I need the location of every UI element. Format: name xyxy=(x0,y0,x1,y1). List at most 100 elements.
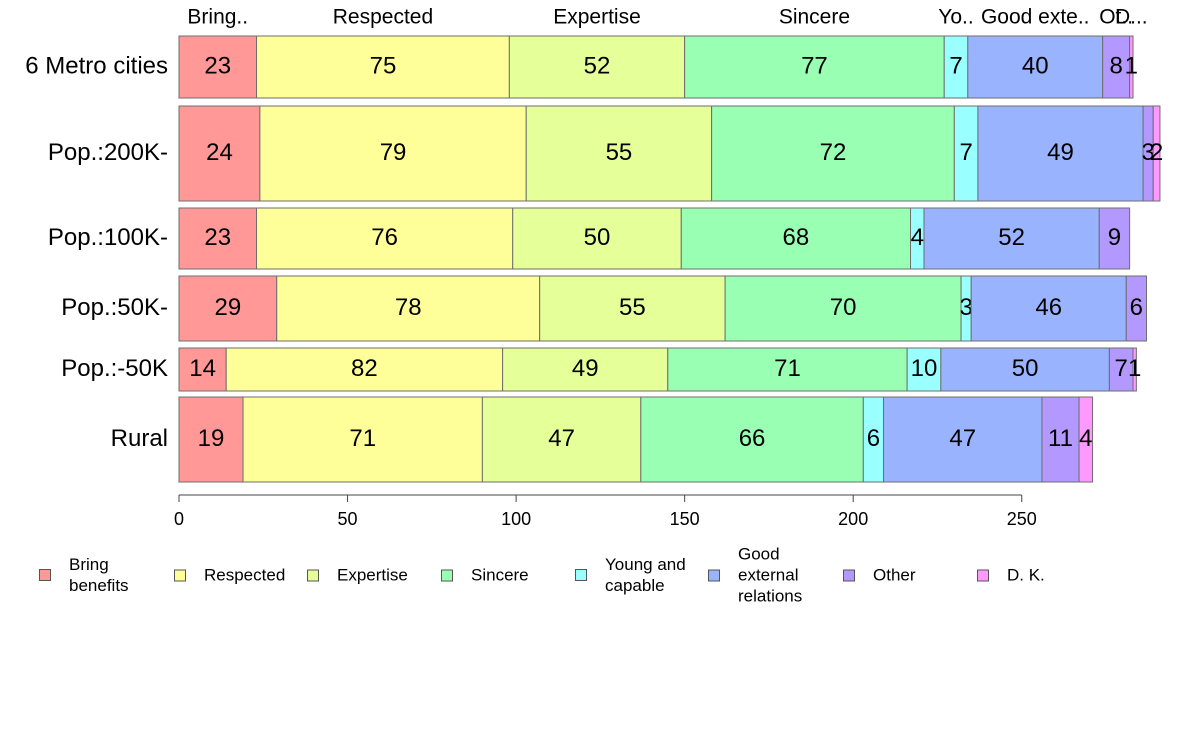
data-label: 9 xyxy=(1108,224,1121,251)
x-tick-label: 0 xyxy=(174,509,184,529)
bar-segment xyxy=(1125,275,1147,342)
data-label: 49 xyxy=(572,355,599,382)
stacked-bar-plot: Bring.. Respected Expertise Sincere Yo.. Good… xyxy=(25,6,1163,529)
data-label: 75 xyxy=(370,52,397,79)
data-label: 50 xyxy=(1012,355,1039,382)
category-label: Rural xyxy=(111,425,168,452)
legend-item: Expertise xyxy=(307,565,408,586)
data-label: 4 xyxy=(911,224,924,251)
data-label: 10 xyxy=(911,355,938,382)
data-label: 2 xyxy=(1150,139,1163,166)
data-label: 29 xyxy=(215,294,242,321)
legend-item: Young and capable xyxy=(575,554,686,596)
data-label: 76 xyxy=(371,224,398,251)
x-tick-label: 250 xyxy=(1007,509,1037,529)
bar-segment xyxy=(256,35,510,99)
category-label: 6 Metro cities xyxy=(25,52,168,79)
data-label: 3 xyxy=(1141,139,1154,166)
bar-segment xyxy=(178,396,244,483)
x-tick-label: 100 xyxy=(501,509,531,529)
legend-label: Good external relations xyxy=(738,544,803,606)
data-label: 8 xyxy=(1109,52,1122,79)
data-label: 70 xyxy=(830,294,857,321)
bar-segment xyxy=(276,275,541,342)
legend-swatch xyxy=(843,569,855,581)
bar-segment xyxy=(259,105,527,202)
category-label: Pop.:100K- xyxy=(48,224,168,251)
data-label: 47 xyxy=(949,425,976,452)
data-label: 3 xyxy=(959,294,972,321)
bar-segment xyxy=(940,347,1110,392)
legend-label: Other xyxy=(873,565,916,585)
legend-item: Bring benefits xyxy=(39,554,129,596)
legend-item: Other xyxy=(843,565,916,586)
bar-segment xyxy=(970,275,1127,342)
data-label: 49 xyxy=(1047,139,1074,166)
column-label: Yo.. xyxy=(938,6,973,29)
legend-item: Sincere xyxy=(441,565,529,586)
bar-segment xyxy=(178,275,278,342)
bar-segment xyxy=(1152,105,1161,202)
bar-segment xyxy=(667,347,908,392)
bar-segment xyxy=(724,275,962,342)
data-label: 6 xyxy=(867,425,880,452)
data-label: 72 xyxy=(820,139,847,166)
data-label: 14 xyxy=(189,355,216,382)
bar-segment xyxy=(525,105,713,202)
legend-label: Expertise xyxy=(337,565,408,585)
x-tick-label: 150 xyxy=(670,509,700,529)
bar-segment xyxy=(178,207,258,270)
data-label: 52 xyxy=(998,224,1025,251)
data-label: 46 xyxy=(1035,294,1062,321)
column-label: Sincere xyxy=(779,6,850,29)
bar-segment xyxy=(711,105,955,202)
data-label: 52 xyxy=(584,52,611,79)
bar-segment xyxy=(883,396,1043,483)
legend-item: D. K. xyxy=(977,565,1045,586)
data-label: 68 xyxy=(783,224,810,251)
legend: Bring benefits Respected Expertise Sincere Y… xyxy=(0,540,1188,620)
data-label: 19 xyxy=(198,425,225,452)
data-label: 4 xyxy=(1079,425,1092,452)
bar-segment xyxy=(1102,35,1131,99)
data-label: 71 xyxy=(349,425,376,452)
column-label: Good exte.. xyxy=(981,6,1090,29)
legend-label: Sincere xyxy=(471,565,529,585)
data-label: 55 xyxy=(606,139,633,166)
data-label: 23 xyxy=(204,52,231,79)
bar-segment xyxy=(256,207,514,270)
data-label: 71 xyxy=(774,355,801,382)
legend-swatch xyxy=(174,569,186,581)
category-label: Pop.:50K- xyxy=(61,294,168,321)
data-label: 40 xyxy=(1022,52,1049,79)
data-label: 1 xyxy=(1128,355,1141,382)
data-label: 7 xyxy=(1115,355,1128,382)
data-label: 11 xyxy=(1048,425,1073,452)
legend-swatch xyxy=(575,569,587,581)
data-label: 7 xyxy=(949,52,962,79)
legend-label: Bring benefits xyxy=(69,555,129,595)
bar-segment xyxy=(1098,207,1131,270)
bar-segment xyxy=(178,105,261,202)
legend-label: Respected xyxy=(204,565,286,585)
data-label: 79 xyxy=(380,139,407,166)
legend-swatch xyxy=(307,569,319,581)
column-label: Expertise xyxy=(553,6,641,29)
column-label: Ot.. xyxy=(1099,6,1133,29)
x-tick-label: 50 xyxy=(338,509,358,529)
legend-swatch xyxy=(441,569,453,581)
data-label: 6 xyxy=(1130,294,1143,321)
bar-segment xyxy=(967,35,1104,99)
bar-segment xyxy=(502,347,669,392)
category-label: Pop.:200K- xyxy=(48,139,168,166)
bar-segment xyxy=(640,396,864,483)
data-label: 7 xyxy=(959,139,972,166)
column-label: Bring.. xyxy=(187,6,248,29)
bar-segment xyxy=(684,35,945,99)
data-label: 82 xyxy=(351,355,378,382)
data-label: 24 xyxy=(206,139,233,166)
column-label: Respected xyxy=(333,6,433,29)
bar-segment xyxy=(923,207,1100,270)
data-label: 55 xyxy=(619,294,646,321)
